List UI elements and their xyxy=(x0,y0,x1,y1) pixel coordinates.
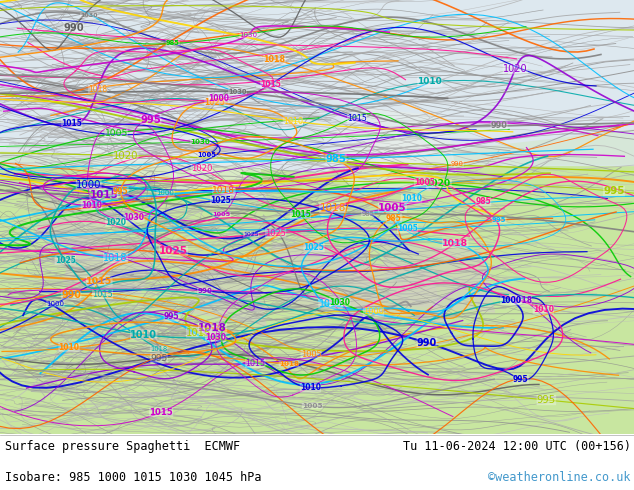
Polygon shape xyxy=(336,260,444,325)
Text: 1015: 1015 xyxy=(61,119,82,128)
Text: 1018: 1018 xyxy=(88,85,107,94)
Text: 1010: 1010 xyxy=(283,117,303,125)
Text: 1000: 1000 xyxy=(76,180,101,190)
Polygon shape xyxy=(368,108,456,173)
Text: 1000: 1000 xyxy=(46,301,64,307)
Text: 1030: 1030 xyxy=(80,13,98,18)
Text: 1025: 1025 xyxy=(55,256,75,265)
Polygon shape xyxy=(0,0,634,165)
Text: 1015: 1015 xyxy=(86,277,112,286)
Text: 985: 985 xyxy=(386,214,402,222)
Text: 1030: 1030 xyxy=(240,32,257,38)
Text: 995: 995 xyxy=(141,115,161,125)
Text: 1025: 1025 xyxy=(210,196,231,205)
Text: 1005: 1005 xyxy=(212,212,231,217)
Text: 1018: 1018 xyxy=(264,55,285,64)
Text: 985: 985 xyxy=(166,41,179,47)
Text: 1015: 1015 xyxy=(92,290,113,299)
Text: 1030: 1030 xyxy=(124,213,145,222)
Text: 1020: 1020 xyxy=(105,218,126,226)
Text: 1005: 1005 xyxy=(198,152,217,158)
Polygon shape xyxy=(380,243,495,312)
Text: 1030: 1030 xyxy=(329,297,350,307)
Text: 995: 995 xyxy=(150,354,167,363)
Text: 985: 985 xyxy=(361,211,374,217)
Text: 1015: 1015 xyxy=(261,79,281,89)
Text: 1025: 1025 xyxy=(205,98,225,106)
Text: 1010: 1010 xyxy=(533,305,554,315)
Text: 990: 990 xyxy=(417,338,437,347)
Text: Tu 11-06-2024 12:00 UTC (00+156): Tu 11-06-2024 12:00 UTC (00+156) xyxy=(403,440,631,453)
Polygon shape xyxy=(178,260,266,325)
Polygon shape xyxy=(82,113,178,182)
Text: Isobare: 985 1000 1015 1030 1045 hPa: Isobare: 985 1000 1015 1030 1045 hPa xyxy=(5,471,262,484)
Text: 1015: 1015 xyxy=(150,408,173,416)
Text: 1005: 1005 xyxy=(302,403,323,409)
Text: 1000: 1000 xyxy=(157,191,174,196)
Text: 1020: 1020 xyxy=(503,64,527,74)
Polygon shape xyxy=(0,130,634,434)
Text: 1005: 1005 xyxy=(301,350,321,359)
Text: 1010: 1010 xyxy=(417,77,442,87)
Text: 1018: 1018 xyxy=(150,346,167,352)
Text: Surface pressure Spaghetti  ECMWF: Surface pressure Spaghetti ECMWF xyxy=(5,440,240,453)
Text: 1010: 1010 xyxy=(81,200,102,210)
Text: 1020: 1020 xyxy=(113,150,138,161)
Text: 1010: 1010 xyxy=(300,383,321,392)
Text: 985: 985 xyxy=(476,197,491,206)
Text: 1030: 1030 xyxy=(205,333,226,342)
Text: 1015: 1015 xyxy=(89,190,118,199)
Text: 1018: 1018 xyxy=(198,323,227,333)
Polygon shape xyxy=(165,130,266,199)
Text: 1010: 1010 xyxy=(130,329,157,340)
Polygon shape xyxy=(32,199,114,247)
Text: 1010: 1010 xyxy=(401,194,422,203)
Text: 1000: 1000 xyxy=(363,307,384,317)
Text: 1015: 1015 xyxy=(245,359,266,368)
Text: 1025: 1025 xyxy=(243,232,259,237)
Text: ©weatheronline.co.uk: ©weatheronline.co.uk xyxy=(488,471,631,484)
Text: 1005: 1005 xyxy=(105,128,128,138)
Text: 1018: 1018 xyxy=(320,203,346,213)
Text: 1030: 1030 xyxy=(228,89,247,95)
Text: 995: 995 xyxy=(603,186,624,196)
Text: 1018: 1018 xyxy=(442,239,469,248)
Text: 1020: 1020 xyxy=(426,179,451,188)
Text: 1020: 1020 xyxy=(191,164,212,173)
Polygon shape xyxy=(63,239,158,295)
Text: 1015: 1015 xyxy=(318,299,342,309)
Text: 1005: 1005 xyxy=(414,178,435,187)
Text: 1025: 1025 xyxy=(304,243,325,252)
Text: 1005: 1005 xyxy=(397,224,418,233)
Text: 1018: 1018 xyxy=(510,296,532,305)
Polygon shape xyxy=(0,0,634,195)
Text: 985: 985 xyxy=(326,154,346,164)
Text: 995: 995 xyxy=(492,217,507,223)
Text: 1018: 1018 xyxy=(279,361,299,367)
Text: 1018: 1018 xyxy=(103,253,128,263)
Text: 1015: 1015 xyxy=(347,114,367,123)
Text: 990: 990 xyxy=(491,121,507,130)
Text: 1005: 1005 xyxy=(378,202,406,213)
Text: 1025: 1025 xyxy=(265,229,286,238)
Text: 990: 990 xyxy=(63,23,84,33)
Text: 1025: 1025 xyxy=(159,246,188,256)
Text: 995: 995 xyxy=(164,313,179,321)
Text: 1000: 1000 xyxy=(208,95,230,103)
Polygon shape xyxy=(336,130,431,191)
Text: 990: 990 xyxy=(61,290,81,300)
Text: 1030: 1030 xyxy=(190,139,210,145)
Text: 1015: 1015 xyxy=(290,210,311,219)
Text: 990: 990 xyxy=(197,288,212,294)
Text: 1018: 1018 xyxy=(212,186,235,195)
Text: 995: 995 xyxy=(113,187,129,196)
Text: 995: 995 xyxy=(537,395,556,405)
Text: 1000: 1000 xyxy=(500,295,521,305)
Text: 990: 990 xyxy=(451,161,464,167)
Text: 995: 995 xyxy=(513,375,529,384)
Polygon shape xyxy=(273,243,380,312)
Text: 1010: 1010 xyxy=(58,343,80,352)
Text: 1015: 1015 xyxy=(186,327,212,338)
